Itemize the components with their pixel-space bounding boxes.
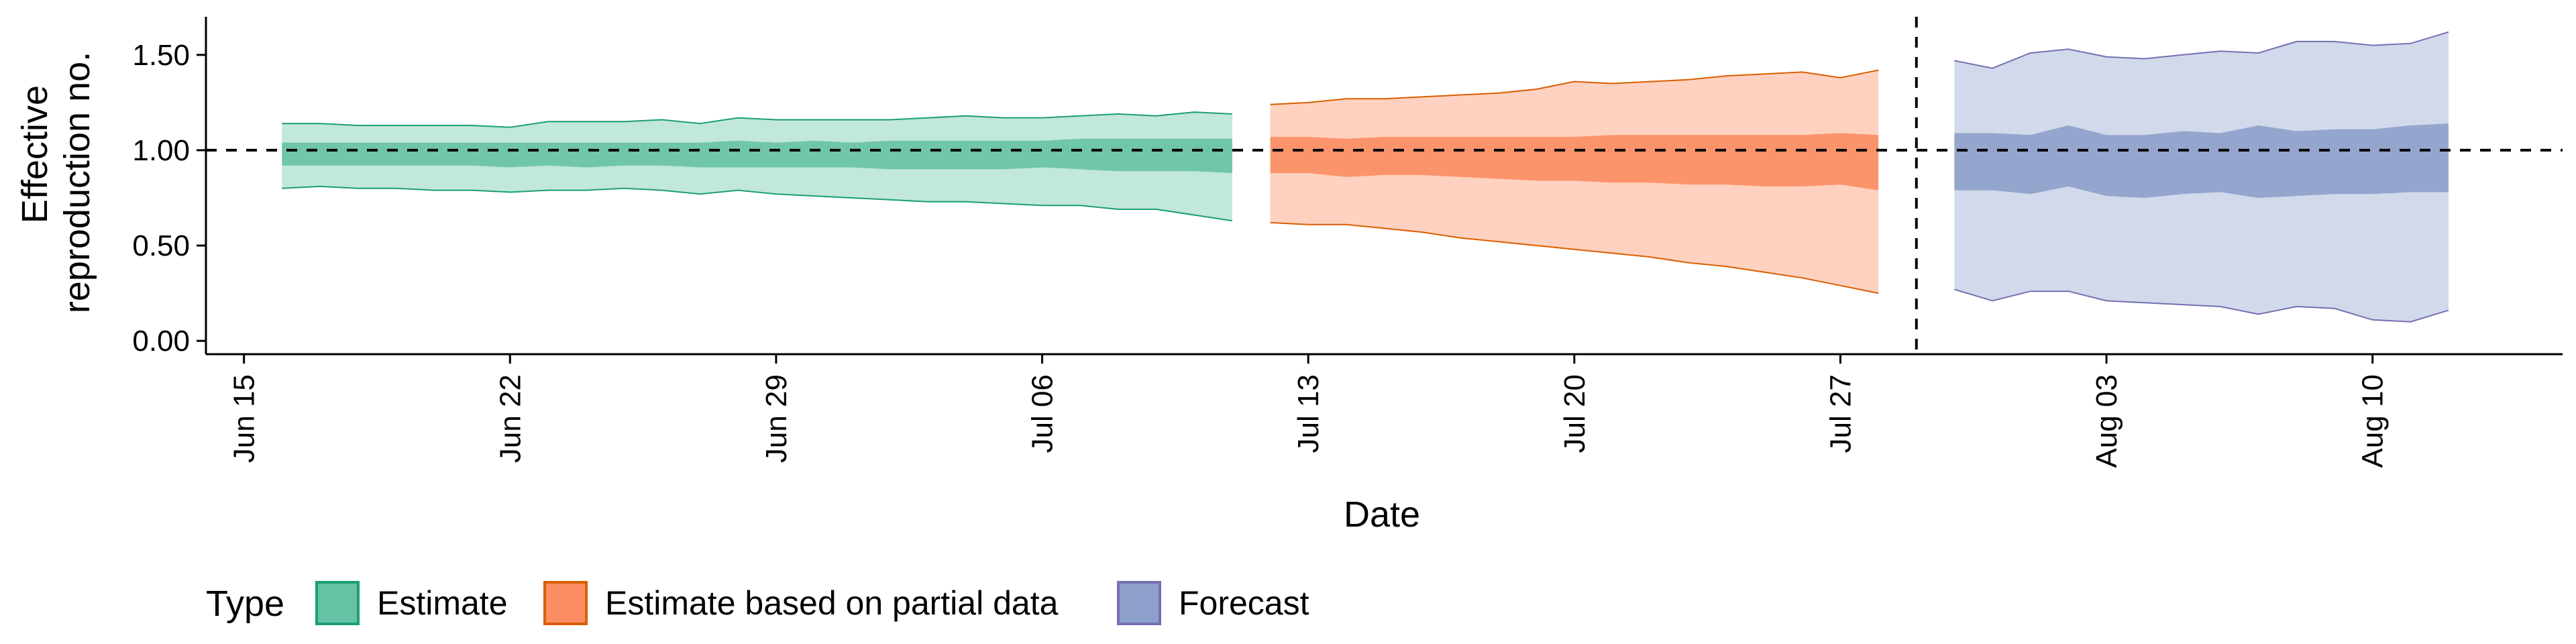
x-tick-label: Jul 27 xyxy=(1824,374,1857,453)
x-ticks: Jun 15 Jun 22 Jun 29 Jul 06 Jul 13 Jul 20 Jul … xyxy=(228,354,2390,468)
x-tick-label: Jun 22 xyxy=(494,374,527,463)
reference-lines xyxy=(206,17,2563,354)
y-tick-label: 1.50 xyxy=(132,39,190,72)
x-tick-label: Jul 20 xyxy=(1558,374,1591,453)
x-tick-label: Aug 10 xyxy=(2357,374,2390,468)
x-tick-label: Jul 13 xyxy=(1292,374,1325,453)
legend-key-forecast xyxy=(1117,581,1161,625)
legend-label-estimate: Estimate xyxy=(377,584,508,622)
forecast-lower-90-line xyxy=(1954,288,2449,323)
y-tick-label: 0.50 xyxy=(132,229,190,262)
series-bands xyxy=(282,31,2449,323)
y-ticks: 0.00 0.50 1.00 1.50 xyxy=(132,39,206,358)
x-tick-label: Aug 03 xyxy=(2090,374,2123,468)
y-axis-title-line-1: Effective xyxy=(15,85,55,223)
estimate-lower-90-line xyxy=(282,185,1233,222)
x-tick-label: Jun 15 xyxy=(228,374,261,463)
y-tick-label: 0.00 xyxy=(132,325,190,358)
estimate-based-on-partial-data-upper-90-line xyxy=(1270,69,1879,105)
estimate-based-on-partial-data-band-50 xyxy=(1270,133,1879,191)
forecast-band-50 xyxy=(1954,123,2449,198)
estimate-based-on-partial-data-band-90 xyxy=(1270,70,1879,294)
y-axis-title-line-2: reproduction no. xyxy=(57,52,97,313)
estimate-based-on-partial-data-lower-90-line xyxy=(1270,221,1879,294)
legend-label-estimate-based-on-partial-data: Estimate based on partial data xyxy=(605,584,1059,622)
legend-key-estimate xyxy=(315,581,360,625)
legend-key-estimate-based-on-partial-data xyxy=(543,581,588,625)
axes xyxy=(205,17,2563,356)
x-axis-title: Date xyxy=(1344,494,1420,535)
legend-label-forecast: Forecast xyxy=(1179,584,1309,622)
x-tick-label: Jul 06 xyxy=(1026,374,1059,453)
forecast-upper-90-line xyxy=(1954,31,2449,69)
y-tick-label: 1.00 xyxy=(132,134,190,167)
legend-title: Type xyxy=(206,584,284,624)
estimate-upper-90-line xyxy=(282,111,1232,128)
legend: Type Estimate Estimate based on partial d… xyxy=(206,581,1309,625)
estimate-band-50 xyxy=(282,138,1232,173)
y-axis-title: Effective reproduction no. xyxy=(15,52,97,313)
x-tick-label: Jun 29 xyxy=(760,374,793,463)
